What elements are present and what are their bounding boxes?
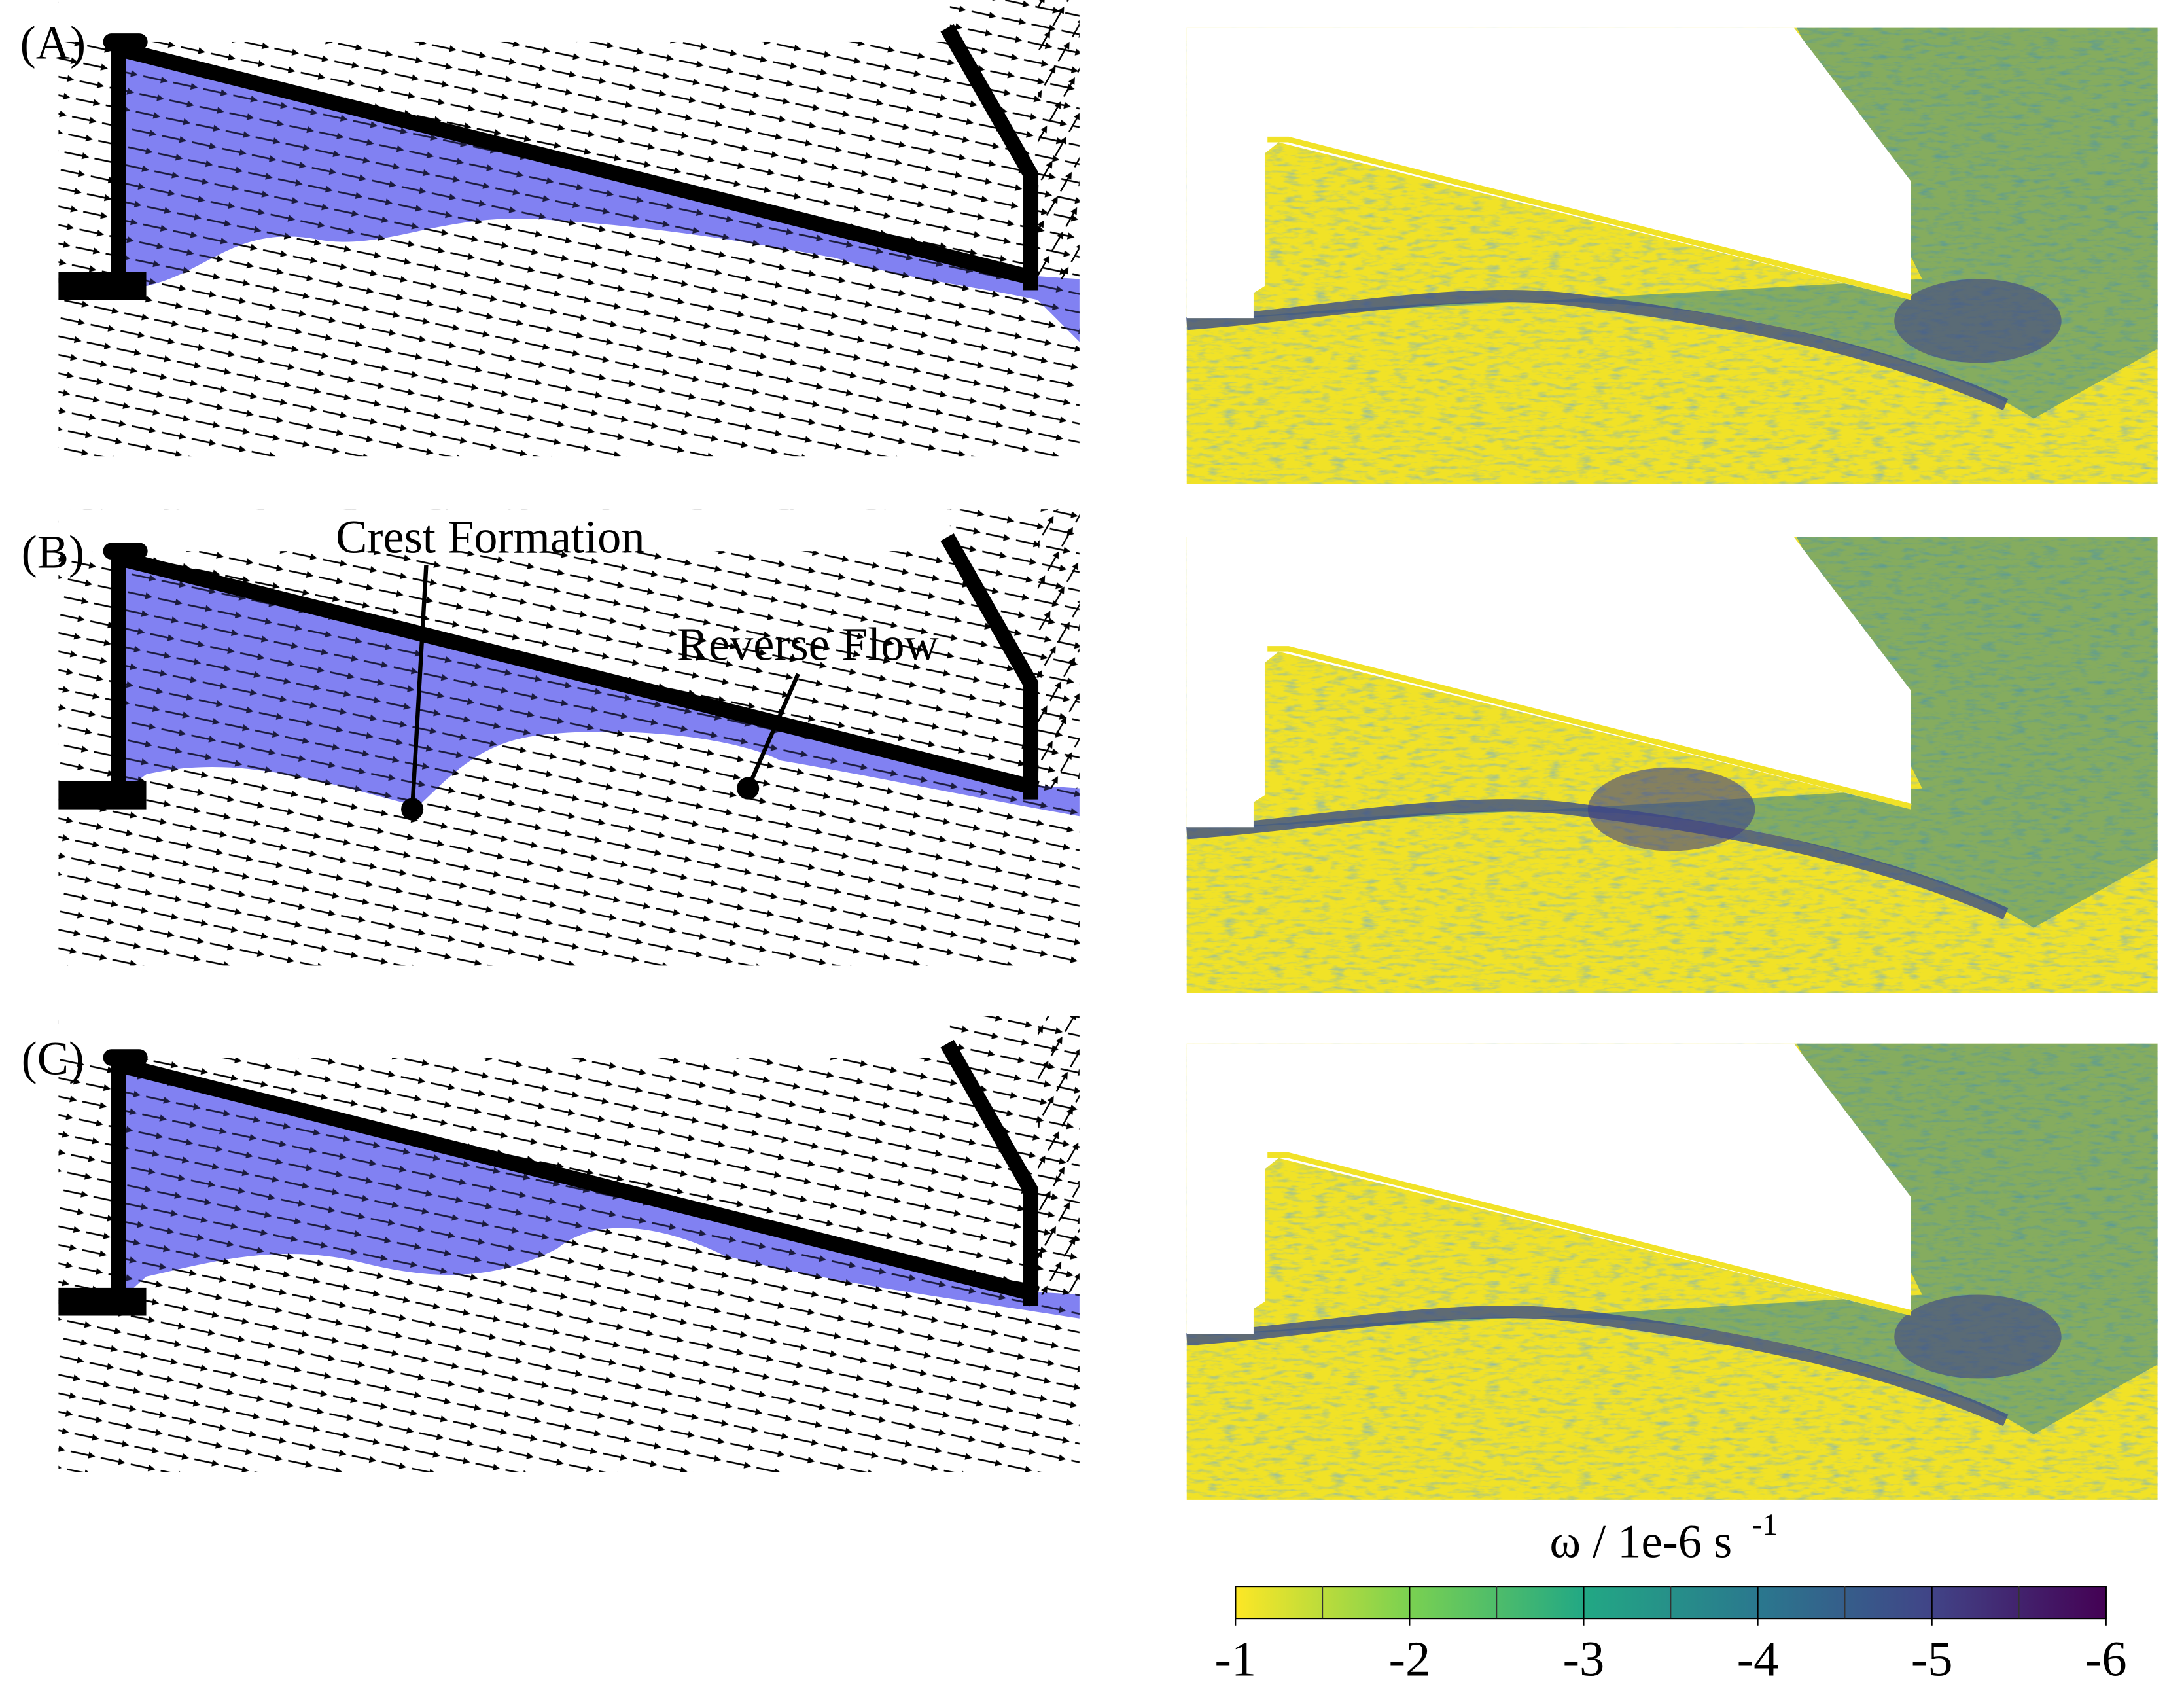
annotation-dot	[737, 777, 760, 800]
annotation-leader	[410, 565, 429, 810]
panel-label: (A)	[20, 16, 86, 69]
vorticity-panel	[1186, 537, 2158, 993]
colorbar-tick-label: -4	[1737, 1631, 1779, 1686]
inlet-block	[58, 272, 147, 300]
vortex	[1894, 1294, 2062, 1379]
solid-region	[1186, 537, 1911, 828]
vortex	[1587, 767, 1755, 851]
wall	[940, 1039, 1039, 1306]
inlet-block	[58, 781, 147, 810]
inlet-block	[58, 1287, 147, 1316]
colorbar-tick-label: -6	[2085, 1631, 2127, 1686]
panel-label: (C)	[22, 1032, 84, 1085]
liquid-arrows	[118, 48, 1080, 342]
solid-region	[1186, 1043, 1911, 1334]
annotation-leader	[746, 673, 800, 789]
shear-layer	[1186, 799, 2009, 920]
shear-layer	[1186, 1306, 2009, 1427]
wall	[940, 533, 1039, 800]
outlet-region	[1037, 0, 1080, 279]
flow-panel	[58, 1016, 1080, 1472]
clear-top	[58, 509, 950, 552]
outlet-region	[1037, 509, 1080, 789]
solid-region	[1267, 136, 1912, 300]
colorbar-label: ω / 1e-6 s	[1549, 1514, 1732, 1567]
solid-region	[1267, 1152, 1912, 1316]
annotation: Reverse Flow	[677, 617, 939, 670]
shear-layer	[1186, 537, 2158, 928]
vorticity-panel	[1186, 27, 2158, 484]
colorbar-tick-label: -3	[1563, 1631, 1605, 1686]
wall	[940, 24, 1039, 291]
clear-top	[58, 0, 950, 42]
flow-panel	[58, 0, 1080, 457]
vortex	[1894, 279, 2062, 363]
panel-label: (B)	[22, 525, 84, 578]
annotation: Crest Formation	[336, 510, 644, 563]
flow-panel	[58, 509, 1080, 966]
vorticity-panel	[1186, 1043, 2158, 1500]
shear-layer	[1186, 289, 2009, 411]
annotation-dot	[401, 798, 424, 821]
solid-region	[1267, 646, 1912, 810]
outlet-region	[1037, 1016, 1080, 1295]
colorbar-label-superscript: -1	[1752, 1508, 1778, 1542]
colorbar-tick-label: -1	[1214, 1631, 1256, 1686]
solid-region	[1186, 27, 1911, 319]
colorbar-tick-label: -5	[1911, 1631, 1953, 1686]
clear-top	[58, 1016, 950, 1058]
colorbar-tick-label: -2	[1388, 1631, 1430, 1686]
